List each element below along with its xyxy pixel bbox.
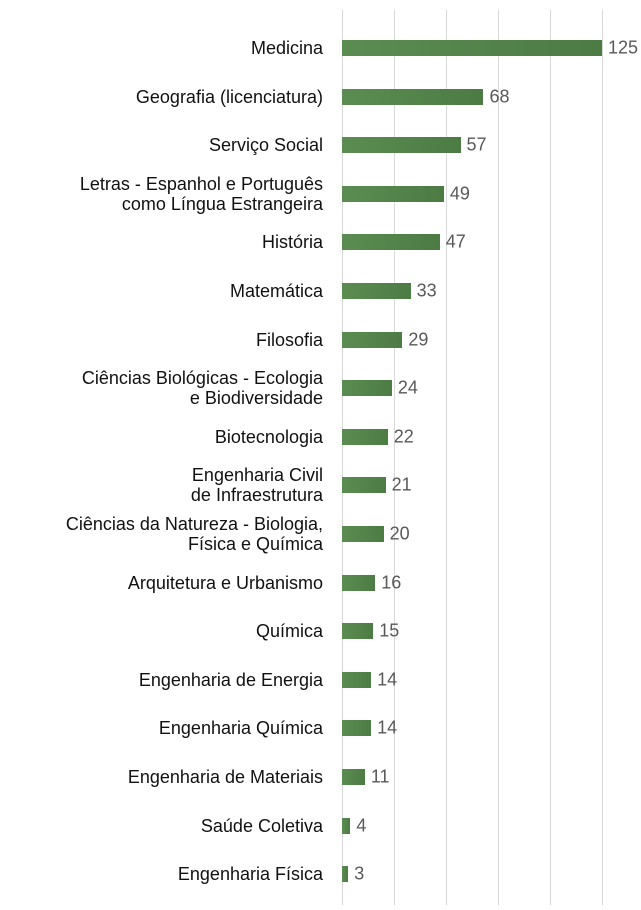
category-label: Ciências Biológicas - Ecologia e Biodive… [81,368,323,409]
bar [342,574,376,591]
bar [342,671,372,688]
category-label: Engenharia de Materiais [127,767,323,787]
bar [342,866,349,883]
grid-line [602,10,603,905]
value-label: 21 [391,474,412,495]
value-label: 11 [370,766,390,787]
value-label: 14 [377,717,398,738]
bar [342,283,411,299]
category-label: Engenharia Química [158,718,323,739]
value-label: 4 [356,815,367,836]
value-label: 125 [608,37,639,58]
category-label: Filosofia [255,329,323,350]
grid-line [446,10,447,905]
category-label: Geografia (licenciatura) [135,86,323,107]
category-label: História [261,232,323,253]
value-label: 57 [466,134,487,155]
grid-line [394,10,395,905]
category-label: Engenharia de Energia [138,669,323,690]
value-label: 33 [416,280,437,301]
value-label: 47 [445,231,466,252]
category-label: Serviço Social [208,135,323,156]
value-label: 49 [449,183,470,204]
bar [342,185,444,202]
category-label: Biotecnologia [214,426,323,447]
category-label: Química [255,621,323,642]
bar [342,88,484,105]
bar [342,526,384,542]
bar [342,817,351,834]
bar [342,380,392,397]
value-label: 15 [379,620,400,641]
category-label: Letras - Espanhol e Português como Língu… [79,173,323,214]
bar [342,720,372,737]
value-label: 22 [393,426,414,447]
category-label: Engenharia Civil de Infraestrutura [190,465,323,506]
value-label: 3 [354,863,365,884]
grid-line [550,10,551,905]
bar [342,137,461,154]
category-label: Arquitetura e Urbanismo [127,572,323,593]
value-label: 16 [381,572,402,593]
bar [342,769,365,785]
category-label: Ciências da Natureza - Biologia, Física … [65,514,323,554]
category-label: Matemática [229,281,323,301]
value-label: 14 [377,669,398,690]
category-label: Medicina [250,38,323,58]
bar [342,234,440,251]
bar [342,331,403,348]
value-label: 68 [489,86,510,107]
category-label: Saúde Coletiva [200,815,323,836]
value-label: 24 [397,377,418,398]
bar [342,477,386,494]
value-label: 20 [389,523,410,544]
grid-line [498,10,499,905]
bar [342,40,602,56]
bar [342,428,388,445]
category-label: Engenharia Física [177,864,323,885]
bar [342,623,374,640]
value-label: 29 [408,329,429,350]
grid-line [342,10,343,905]
